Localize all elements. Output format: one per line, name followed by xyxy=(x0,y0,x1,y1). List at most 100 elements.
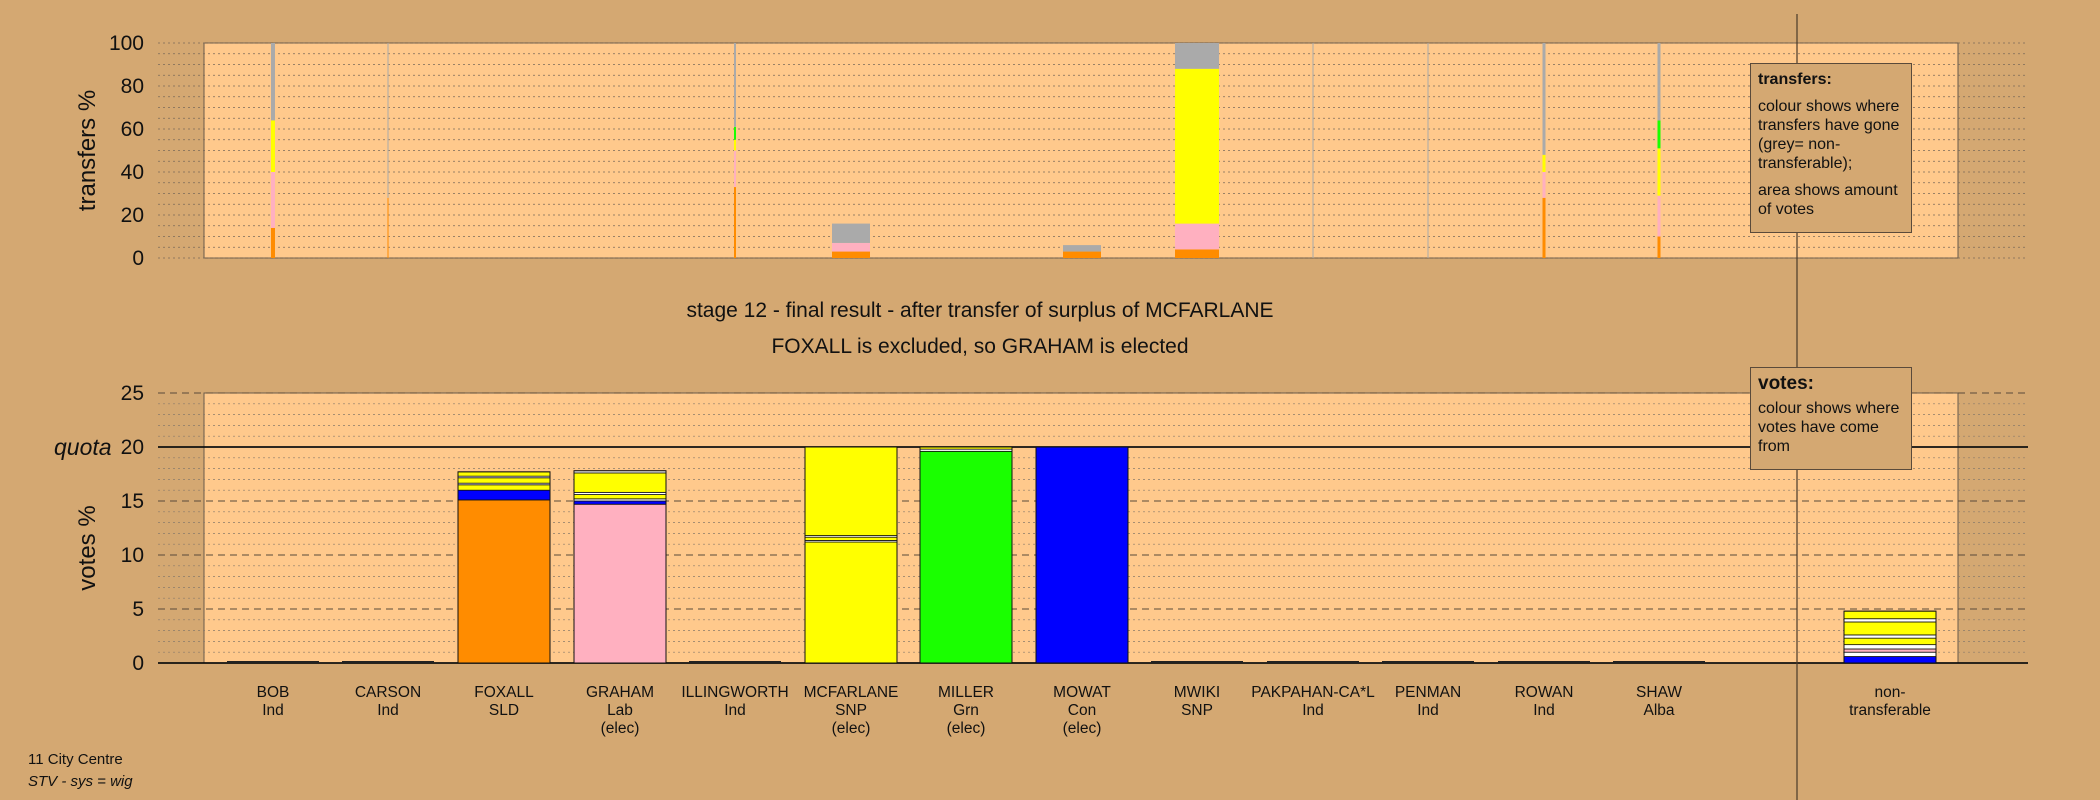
candidate-label: Ind xyxy=(724,702,746,719)
candidate-label: transferable xyxy=(1849,702,1931,719)
vote-bar-outline xyxy=(573,470,667,664)
votes-y-tick: 0 xyxy=(132,652,144,675)
candidate-label: MWIKI xyxy=(1174,684,1221,701)
transfer-segment xyxy=(271,43,275,121)
transfer-segment xyxy=(271,227,275,258)
vote-segment xyxy=(457,499,551,664)
vote-bar-empty xyxy=(227,661,319,663)
stage-title: stage 12 - final result - after transfer… xyxy=(686,299,1274,322)
transfer-segment xyxy=(1657,120,1661,149)
transfers-y-tick: 60 xyxy=(121,118,144,141)
vote-segment xyxy=(573,472,667,493)
transfers-legend-text1: colour shows where transfers have gone (… xyxy=(1758,98,1900,172)
candidate-label: (elec) xyxy=(947,720,986,737)
candidate-label: Ind xyxy=(377,702,399,719)
vote-segment xyxy=(1843,610,1937,620)
transfer-segment xyxy=(1542,172,1546,198)
candidate-label: MILLER xyxy=(938,684,994,701)
candidate-label: non- xyxy=(1874,684,1905,701)
candidate-label: SNP xyxy=(835,702,867,719)
candidate-label: Lab xyxy=(607,702,633,719)
candidate-label: SHAW xyxy=(1636,684,1682,701)
candidate-label: Grn xyxy=(953,702,979,719)
vote-segment xyxy=(1843,621,1937,636)
vote-segment xyxy=(457,484,551,491)
transfer-segment xyxy=(1542,197,1546,258)
vote-segment xyxy=(1843,644,1937,650)
transfers-y-tick: 100 xyxy=(109,32,144,55)
vote-bar-empty xyxy=(1382,661,1474,663)
transfer-segment xyxy=(1657,236,1661,258)
vote-segment xyxy=(1843,618,1937,623)
transfer-segment xyxy=(1175,68,1219,224)
transfer-segment xyxy=(1063,245,1101,252)
candidate-label: GRAHAM xyxy=(586,684,654,701)
transfers-y-tick: 0 xyxy=(132,247,144,270)
candidate-label: Con xyxy=(1068,702,1096,719)
candidate-label: MOWAT xyxy=(1053,684,1111,701)
candidate-label: SNP xyxy=(1181,702,1213,719)
transfers-legend-title: transfers: xyxy=(1758,71,1832,88)
transfer-segment xyxy=(271,172,275,228)
vote-segment xyxy=(457,471,551,477)
transfer-segment xyxy=(271,120,275,172)
system-label: STV - sys = wig xyxy=(28,773,133,790)
vote-segment xyxy=(804,536,898,541)
votes-legend-box: votes: colour shows where votes have com… xyxy=(1750,367,1912,470)
transfer-segment xyxy=(1542,154,1546,172)
votes-y-tick: 25 xyxy=(121,382,144,405)
vote-segment xyxy=(573,503,667,664)
candidate-label: Alba xyxy=(1643,702,1674,719)
candidate-label: (elec) xyxy=(601,720,640,737)
vote-segment xyxy=(573,494,667,500)
vote-bar-outline xyxy=(1843,610,1937,664)
votes-y-tick: 15 xyxy=(121,490,144,513)
transfer-segment xyxy=(387,43,389,198)
transfer-segment xyxy=(387,197,389,258)
transfers-legend-text2: area shows amount of votes xyxy=(1758,182,1898,218)
vote-segment xyxy=(457,489,551,501)
votes-y-label: votes % xyxy=(74,505,101,590)
ward-name: 11 City Centre xyxy=(28,751,123,768)
votes-legend-title: votes: xyxy=(1758,373,1814,394)
candidate-label: ILLINGWORTH xyxy=(681,684,788,701)
votes-y-tick: 10 xyxy=(121,544,144,567)
transfer-segment xyxy=(1542,43,1546,155)
candidate-label: (elec) xyxy=(832,720,871,737)
vote-bar-empty xyxy=(1267,661,1359,663)
transfer-segment xyxy=(1427,43,1429,258)
transfer-segment xyxy=(1657,148,1661,196)
vote-segment xyxy=(1843,656,1937,664)
candidate-label: Ind xyxy=(1417,702,1439,719)
transfers-legend-box: transfers: colour shows where transfers … xyxy=(1750,63,1912,233)
candidate-label: CARSON xyxy=(355,684,421,701)
transfer-segment xyxy=(832,223,870,243)
candidate-label: MCFARLANE xyxy=(804,684,899,701)
vote-segment xyxy=(1035,446,1129,664)
transfer-segment xyxy=(734,187,736,258)
vote-segment xyxy=(1843,651,1937,657)
vote-bar-outline xyxy=(457,471,551,664)
transfers-y-tick: 80 xyxy=(121,75,144,98)
transfer-segment xyxy=(734,126,736,140)
candidate-label: PENMAN xyxy=(1395,684,1461,701)
candidate-label: BOB xyxy=(257,684,290,701)
transfer-segment xyxy=(1657,43,1661,121)
transfers-plot-area xyxy=(203,42,1959,259)
vote-bar-empty xyxy=(1498,661,1590,663)
transfer-segment xyxy=(1175,223,1219,250)
candidate-label: ROWAN xyxy=(1515,684,1574,701)
transfer-segment xyxy=(1175,43,1219,69)
transfer-segment xyxy=(734,150,736,188)
vote-segment xyxy=(457,477,551,484)
votes-legend-text: colour shows where votes have come from xyxy=(1758,400,1900,455)
vote-segment xyxy=(919,450,1013,664)
votes-y-tick: 20 xyxy=(121,436,144,459)
stage-subtitle: FOXALL is excluded, so GRAHAM is elected xyxy=(771,335,1189,358)
vote-bar-empty xyxy=(342,661,434,663)
votes-y-tick: 5 xyxy=(132,598,144,621)
transfer-segment xyxy=(1063,251,1101,258)
vote-segment xyxy=(573,500,667,505)
transfers-y-label: transfers % xyxy=(74,90,101,211)
